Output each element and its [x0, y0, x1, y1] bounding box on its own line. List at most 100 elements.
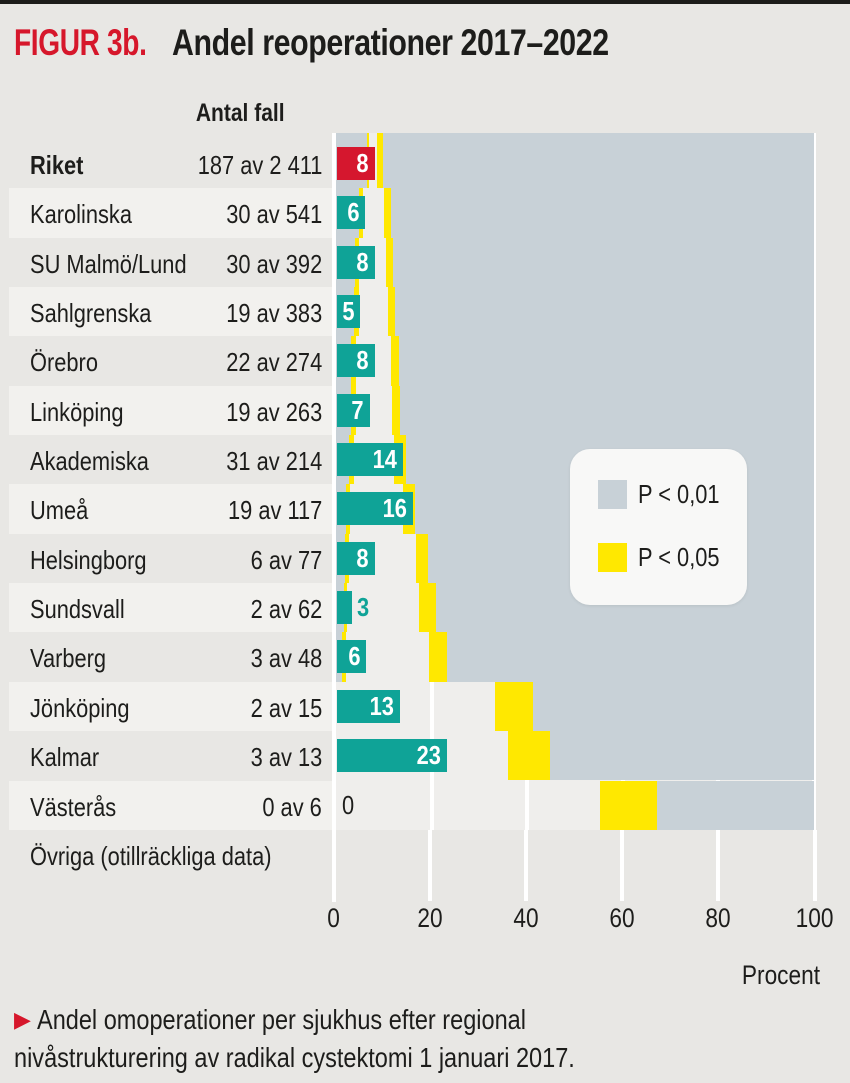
bar-value-label: 8	[356, 246, 369, 277]
row-cases: 3 av 13	[250, 742, 322, 773]
band-gray-high	[383, 133, 814, 189]
row-cases: 2 av 15	[250, 692, 322, 723]
band-yellow-high	[599, 780, 657, 830]
tick-line-20	[428, 830, 433, 901]
row-stripe	[9, 385, 332, 436]
row-cases: 22 av 274	[226, 347, 322, 378]
bar-Varberg: 6	[336, 640, 367, 674]
row-label: Umeå	[30, 495, 89, 526]
tick-line-60	[620, 830, 625, 901]
row-label: Akademiska	[30, 446, 149, 477]
bar-Kalmar: 23	[336, 739, 447, 773]
bar-value-label: 13	[369, 690, 395, 721]
caption-arrow-icon: ▶	[14, 1007, 31, 1032]
tick-label-40: 40	[513, 903, 539, 933]
band-yellow-high	[377, 133, 384, 189]
band-yellow-high	[391, 385, 401, 436]
band-gray-high	[393, 237, 814, 287]
bar-Umeå: 16	[336, 492, 413, 526]
tick-label-20: 20	[417, 903, 443, 933]
row-stripe	[9, 188, 332, 238]
funnel-row	[336, 385, 814, 436]
row-label: Sundsvall	[30, 594, 125, 625]
bar-value-label: 5	[342, 296, 355, 326]
axis-unit-label: Procent	[741, 960, 820, 990]
legend-label-p001: P < 0,01	[638, 479, 720, 509]
figure-caption: ▶ Andel omoperationer per sjukhus efter r…	[14, 1002, 714, 1076]
funnel-chart-area: 8 6 8 5 8 7 14 16 8 3 6 13 23 0	[336, 133, 816, 830]
row-cases: 30 av 541	[226, 199, 322, 230]
band-yellow-high	[428, 632, 448, 682]
legend-swatch-yellow	[598, 543, 627, 572]
bar-Linköping: 7	[336, 393, 370, 427]
tick-line-80	[716, 830, 721, 901]
funnel-row	[336, 632, 814, 682]
row-label: Helsingborg	[30, 544, 147, 575]
funnel-row	[336, 780, 814, 830]
band-gray-high	[400, 385, 814, 436]
band-yellow-high	[387, 287, 395, 337]
band-yellow-high	[390, 336, 399, 386]
band-gray-high	[394, 287, 814, 337]
bar-value-label: 23	[416, 740, 441, 771]
band-gray-high	[533, 681, 814, 732]
column-header-antal-fall: Antal fall	[196, 99, 285, 127]
row-cases: 0 av 6	[262, 791, 322, 822]
band-yellow-high	[419, 583, 437, 633]
row-stripe	[9, 681, 332, 732]
row-cases: 30 av 392	[226, 248, 322, 279]
bar-Sahlgrenska: 5	[336, 295, 361, 328]
tick-label-80: 80	[705, 903, 732, 933]
bar-value-label: 6	[347, 197, 360, 228]
row-cases: 6 av 77	[250, 544, 322, 575]
figure-label: FIGUR 3b.	[14, 22, 147, 63]
tick-label-0: 0	[327, 903, 341, 933]
funnel-row	[336, 731, 814, 781]
row-stripe	[9, 287, 332, 337]
band-gray-high	[656, 780, 814, 830]
row-label-ovriga: Övriga (otillräckliga data)	[30, 840, 272, 871]
row-stripe	[9, 780, 332, 830]
bar-value-label: 8	[356, 148, 369, 178]
row-cases: 2 av 62	[250, 594, 322, 625]
tick-line-40	[524, 830, 529, 901]
band-gray-high	[398, 336, 814, 386]
bar-value-label: 3	[357, 592, 370, 623]
bar-Riket: 8	[336, 147, 375, 180]
row-cases: 19 av 117	[227, 495, 322, 526]
row-label: Örebro	[30, 347, 98, 378]
bar-value-label: 16	[382, 493, 407, 524]
band-yellow-high	[415, 533, 428, 584]
caption-line-1: Andel omoperationer per sjukhus efter re…	[36, 1004, 526, 1035]
funnel-row	[336, 237, 814, 287]
legend-item-p001: P < 0,01	[598, 479, 735, 510]
gridline-100	[812, 133, 816, 830]
row-cases: 187 av 2 411	[197, 150, 322, 180]
band-gray-high	[550, 731, 814, 781]
row-label: Sahlgrenska	[30, 298, 152, 328]
bar-Helsingborg: 8	[336, 541, 375, 575]
legend-box: P < 0,01 P < 0,05	[570, 449, 747, 605]
funnel-row	[336, 188, 814, 238]
gridline-0	[332, 133, 336, 902]
bar-value-label: 0	[342, 789, 355, 820]
row-label: Varberg	[30, 643, 107, 674]
row-cases: 31 av 214	[226, 446, 322, 477]
legend-label-p005: P < 0,05	[638, 542, 720, 572]
row-label: Karolinska	[30, 199, 132, 230]
tick-line-100	[812, 830, 817, 901]
figure-title: FIGUR 3b. Andel reoperationer 2017–2022	[14, 22, 705, 64]
bar-SU Malmö/Lund: 8	[336, 245, 375, 279]
row-cases: 3 av 48	[250, 643, 322, 674]
row-label: Västerås	[30, 791, 117, 822]
band-gray-high	[447, 632, 814, 682]
bar-Akademiska: 14	[336, 443, 404, 477]
band-yellow-high	[495, 681, 534, 732]
band-yellow-high	[385, 237, 394, 287]
row-label: Linköping	[30, 396, 124, 427]
row-stripe	[9, 583, 332, 633]
bar-value-label: 14	[373, 444, 398, 475]
row-stripe	[9, 484, 332, 534]
top-border	[0, 0, 850, 4]
legend-swatch-gray	[598, 480, 627, 509]
